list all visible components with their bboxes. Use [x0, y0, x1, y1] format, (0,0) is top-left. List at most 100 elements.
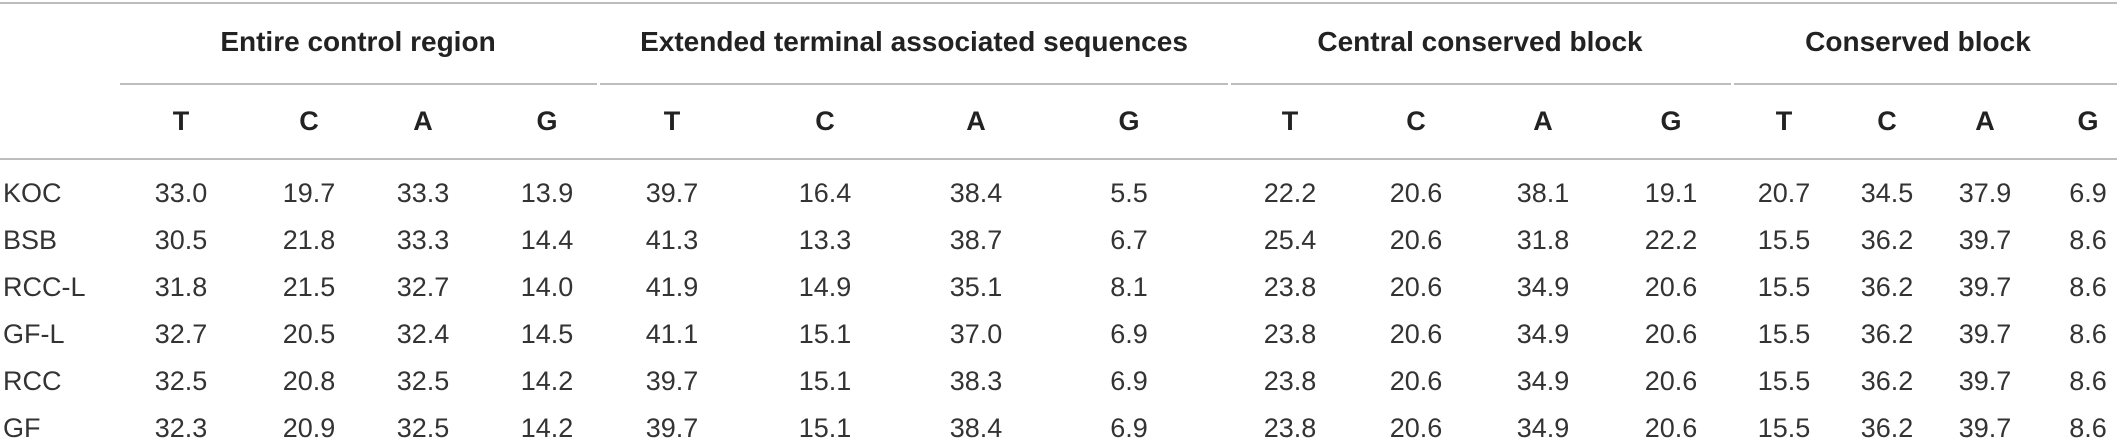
table-cell: 32.3 [154, 413, 208, 443]
table-cell: 32.7 [154, 319, 208, 349]
table-top-rule [0, 2, 2117, 4]
table-cell: 39.7 [1958, 413, 2012, 443]
table-cell: 20.9 [282, 413, 336, 443]
table-cell: 36.2 [1860, 366, 1914, 396]
table-cell: 36.2 [1860, 272, 1914, 302]
table-cell: 35.1 [949, 272, 1003, 302]
table-cell: 16.4 [798, 178, 852, 208]
table-cell: 20.6 [1644, 366, 1698, 396]
column-header-6: A [966, 106, 986, 136]
row-label: GF [3, 413, 41, 443]
table-cell: 6.7 [1110, 225, 1148, 255]
table-cell: 8.6 [2069, 319, 2107, 349]
table-cell: 20.5 [282, 319, 336, 349]
column-header-9: C [1406, 106, 1426, 136]
table-cell: 20.6 [1389, 366, 1443, 396]
column-header-8: T [1281, 106, 1299, 136]
group-header-extended-terminal-associated-sequences: Extended terminal associated sequences [640, 26, 1188, 57]
table-cell: 38.4 [949, 178, 1003, 208]
table-cell: 15.5 [1757, 272, 1811, 302]
table-cell: 14.2 [520, 366, 574, 396]
table-cell: 15.5 [1757, 366, 1811, 396]
table-cell: 39.7 [1958, 272, 2012, 302]
column-header-7: G [1118, 106, 1140, 136]
table-cell: 20.6 [1389, 272, 1443, 302]
table-cell: 19.1 [1644, 178, 1698, 208]
table-cell: 25.4 [1263, 225, 1317, 255]
row-label: KOC [3, 178, 62, 208]
table-cell: 8.6 [2069, 225, 2107, 255]
table-cell: 41.1 [645, 319, 699, 349]
table-cell: 32.5 [396, 366, 450, 396]
table-cell: 15.5 [1757, 319, 1811, 349]
table-cell: 32.5 [396, 413, 450, 443]
column-header-14: A [1975, 106, 1995, 136]
column-header-1: C [299, 106, 319, 136]
row-label: RCC-L [3, 272, 86, 302]
table-cell: 34.9 [1516, 272, 1570, 302]
table-cell: 14.2 [520, 413, 574, 443]
table-cell: 39.7 [645, 178, 699, 208]
table-cell: 20.6 [1644, 413, 1698, 443]
table-cell: 36.2 [1860, 225, 1914, 255]
table-cell: 8.6 [2069, 366, 2107, 396]
column-header-15: G [2077, 106, 2099, 136]
group-underline-extended-terminal-associated-sequences [600, 83, 1228, 85]
table-cell: 34.9 [1516, 319, 1570, 349]
table-cell: 6.9 [1110, 319, 1148, 349]
table-cell: 37.9 [1958, 178, 2012, 208]
table-cell: 22.2 [1263, 178, 1317, 208]
column-header-3: G [536, 106, 558, 136]
table-cell: 36.2 [1860, 413, 1914, 443]
table-cell: 22.2 [1644, 225, 1698, 255]
column-header-2: A [413, 106, 433, 136]
column-header-11: G [1660, 106, 1682, 136]
table-cell: 13.9 [520, 178, 574, 208]
table-cell: 32.4 [396, 319, 450, 349]
table-cell: 20.6 [1389, 413, 1443, 443]
table-cell: 14.4 [520, 225, 574, 255]
table-cell: 20.6 [1644, 272, 1698, 302]
table-cell: 38.3 [949, 366, 1003, 396]
table-cell: 8.6 [2069, 413, 2107, 443]
table-cell: 14.0 [520, 272, 574, 302]
table-cell: 36.2 [1860, 319, 1914, 349]
table-cell: 34.9 [1516, 413, 1570, 443]
table-cell: 34.9 [1516, 366, 1570, 396]
table-cell: 13.3 [798, 225, 852, 255]
row-label: GF-L [3, 319, 65, 349]
table-cell: 15.5 [1757, 225, 1811, 255]
group-underline-central-conserved-block [1231, 83, 1731, 85]
column-header-4: T [663, 106, 681, 136]
table-cell: 31.8 [154, 272, 208, 302]
table-cell: 14.5 [520, 319, 574, 349]
group-underline-conserved-block [1734, 83, 2117, 85]
table-cell: 34.5 [1860, 178, 1914, 208]
table-cell: 39.7 [645, 366, 699, 396]
group-header-conserved-block: Conserved block [1805, 26, 2031, 57]
table-cell: 15.1 [798, 413, 852, 443]
group-header-central-conserved-block: Central conserved block [1317, 26, 1643, 57]
table-cell: 32.5 [154, 366, 208, 396]
table-cell: 14.9 [798, 272, 852, 302]
table-cell: 23.8 [1263, 272, 1317, 302]
table-cell: 6.9 [1110, 413, 1148, 443]
table-cell: 21.8 [282, 225, 336, 255]
row-label: BSB [3, 225, 58, 255]
table-cell: 38.7 [949, 225, 1003, 255]
table-cell: 33.3 [396, 178, 450, 208]
table-cell: 20.6 [1389, 225, 1443, 255]
column-header-13: C [1877, 106, 1897, 136]
table-cell: 33.0 [154, 178, 208, 208]
column-header-5: C [815, 106, 835, 136]
table-cell: 15.5 [1757, 413, 1811, 443]
table-cell: 30.5 [154, 225, 208, 255]
table-cell: 5.5 [1110, 178, 1148, 208]
table-cell: 23.8 [1263, 366, 1317, 396]
column-header-12: T [1775, 106, 1793, 136]
table-cell: 41.9 [645, 272, 699, 302]
table-cell: 33.3 [396, 225, 450, 255]
row-label: RCC [3, 366, 62, 396]
table-cell: 38.1 [1516, 178, 1570, 208]
